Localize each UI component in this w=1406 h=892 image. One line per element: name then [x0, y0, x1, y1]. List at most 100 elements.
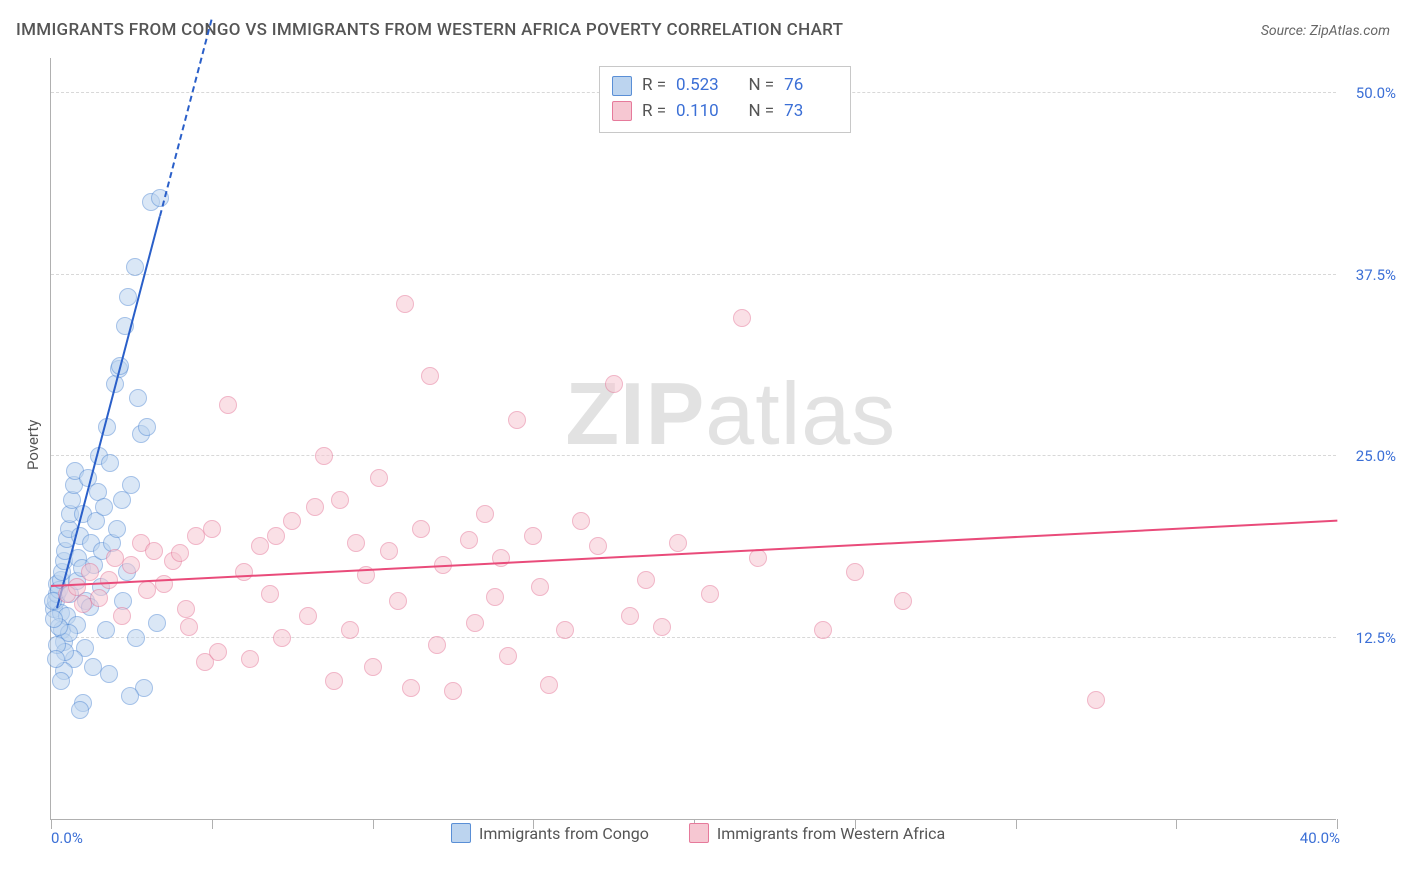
legend-swatch-congo — [612, 76, 632, 96]
legend-label-wafrica: Immigrants from Western Africa — [717, 824, 945, 843]
data-point-congo — [127, 629, 145, 647]
data-point-congo — [47, 650, 65, 668]
stats-row-congo: R = 0.523 N = 76 — [612, 73, 838, 99]
stats-r-value-wafrica: 0.110 — [676, 99, 730, 125]
stats-n-label: N = — [740, 99, 774, 125]
stats-r-value-congo: 0.523 — [676, 73, 730, 99]
data-point-wafrica — [209, 643, 227, 661]
data-point-wafrica — [283, 512, 301, 530]
y-tick-label: 25.0% — [1356, 447, 1396, 465]
stats-r-label: R = — [642, 99, 666, 125]
data-point-wafrica — [605, 375, 623, 393]
data-point-wafrica — [556, 621, 574, 639]
data-point-wafrica — [122, 556, 140, 574]
data-point-wafrica — [637, 571, 655, 589]
data-point-wafrica — [572, 512, 590, 530]
data-point-wafrica — [749, 549, 767, 567]
data-point-wafrica — [653, 618, 671, 636]
gridline — [51, 637, 1336, 638]
data-point-wafrica — [402, 679, 420, 697]
data-point-wafrica — [171, 544, 189, 562]
data-point-congo — [121, 687, 139, 705]
legend-item-congo: Immigrants from Congo — [451, 823, 649, 843]
data-point-wafrica — [68, 578, 86, 596]
x-tick — [373, 819, 374, 829]
y-tick-label: 50.0% — [1356, 84, 1396, 102]
data-point-wafrica — [306, 498, 324, 516]
data-point-wafrica — [241, 650, 259, 668]
source-label: Source: — [1261, 23, 1306, 39]
data-point-wafrica — [145, 542, 163, 560]
data-point-wafrica — [267, 527, 285, 545]
stats-n-label: N = — [740, 73, 774, 99]
data-point-congo — [97, 621, 115, 639]
data-point-wafrica — [460, 531, 478, 549]
data-point-wafrica — [476, 505, 494, 523]
x-tick — [1337, 819, 1338, 829]
data-point-wafrica — [155, 575, 173, 593]
data-point-congo — [101, 454, 119, 472]
data-point-wafrica — [466, 614, 484, 632]
data-point-wafrica — [273, 629, 291, 647]
chart-title: IMMIGRANTS FROM CONGO VS IMMIGRANTS FROM… — [16, 20, 843, 40]
data-point-wafrica — [701, 585, 719, 603]
x-tick — [1016, 819, 1017, 829]
trend-line-congo — [159, 19, 212, 215]
data-point-wafrica — [531, 578, 549, 596]
data-point-congo — [108, 520, 126, 538]
data-point-wafrica — [589, 537, 607, 555]
data-point-wafrica — [251, 537, 269, 555]
stats-r-label: R = — [642, 73, 666, 99]
data-point-congo — [126, 258, 144, 276]
data-point-wafrica — [444, 682, 462, 700]
data-point-wafrica — [177, 600, 195, 618]
data-point-wafrica — [331, 491, 349, 509]
data-point-wafrica — [733, 309, 751, 327]
data-point-wafrica — [846, 563, 864, 581]
data-point-wafrica — [894, 592, 912, 610]
data-point-wafrica — [180, 618, 198, 636]
data-point-wafrica — [669, 534, 687, 552]
source-name: ZipAtlas.com — [1310, 23, 1390, 39]
data-point-wafrica — [90, 589, 108, 607]
data-point-wafrica — [524, 527, 542, 545]
data-point-congo — [71, 701, 89, 719]
stats-n-value-wafrica: 73 — [784, 99, 838, 125]
data-point-wafrica — [364, 658, 382, 676]
scatter-plot: 12.5%25.0%37.5%50.0%0.0%40.0%ZIPatlasR =… — [50, 58, 1336, 820]
x-min-label: 0.0% — [51, 829, 83, 847]
legend-swatch-congo — [451, 823, 471, 843]
data-point-congo — [45, 610, 63, 628]
data-point-wafrica — [81, 563, 99, 581]
data-point-wafrica — [621, 607, 639, 625]
data-point-congo — [129, 389, 147, 407]
data-point-wafrica — [235, 563, 253, 581]
legend-swatch-wafrica — [689, 823, 709, 843]
data-point-congo — [95, 498, 113, 516]
stats-row-wafrica: R = 0.110 N = 73 — [612, 99, 838, 125]
data-point-wafrica — [814, 621, 832, 639]
header-row: IMMIGRANTS FROM CONGO VS IMMIGRANTS FROM… — [16, 20, 1390, 40]
stats-n-value-congo: 76 — [784, 73, 838, 99]
stats-box: R = 0.523 N = 76 R = 0.110 N = 73 — [599, 66, 851, 133]
data-point-wafrica — [421, 367, 439, 385]
data-point-wafrica — [113, 607, 131, 625]
data-point-congo — [148, 614, 166, 632]
data-point-congo — [122, 476, 140, 494]
x-tick — [212, 819, 213, 829]
data-point-wafrica — [299, 607, 317, 625]
data-point-wafrica — [341, 621, 359, 639]
x-max-label: 40.0% — [1300, 829, 1340, 847]
data-point-wafrica — [1087, 691, 1105, 709]
y-axis-label: Poverty — [24, 420, 42, 470]
data-point-congo — [52, 672, 70, 690]
data-point-wafrica — [100, 571, 118, 589]
y-tick-label: 12.5% — [1356, 629, 1396, 647]
gridline — [51, 274, 1336, 275]
data-point-wafrica — [261, 585, 279, 603]
gridline — [51, 455, 1336, 456]
legend-swatch-wafrica — [612, 101, 632, 121]
legend: Immigrants from Congo Immigrants from Wes… — [451, 823, 945, 843]
data-point-wafrica — [347, 534, 365, 552]
legend-label-congo: Immigrants from Congo — [479, 824, 649, 843]
